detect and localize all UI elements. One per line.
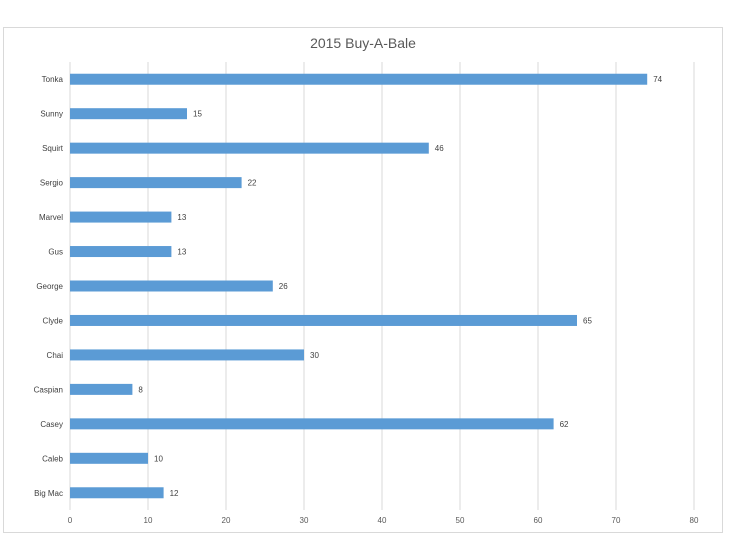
- bar-clyde: [70, 314, 577, 326]
- data-label-caspian: 8: [138, 385, 143, 394]
- category-label-tonka: Tonka: [42, 75, 64, 84]
- category-label-gus: Gus: [48, 248, 63, 257]
- x-tick-label-60: 60: [534, 516, 543, 525]
- bar-sunny: [70, 108, 187, 120]
- data-label-casey: 62: [560, 420, 569, 429]
- category-label-george: George: [36, 282, 63, 291]
- category-label-sunny: Sunny: [40, 110, 63, 119]
- category-label-squirt: Squirt: [42, 144, 64, 153]
- bar-casey: [70, 418, 554, 430]
- bar-gus: [70, 246, 172, 258]
- data-label-big-mac: 12: [170, 489, 179, 498]
- x-tick-label-0: 0: [68, 516, 73, 525]
- category-label-big-mac: Big Mac: [34, 489, 63, 498]
- bar-chai: [70, 349, 304, 361]
- bar-tonka: [70, 73, 648, 85]
- x-tick-label-40: 40: [378, 516, 387, 525]
- bar-sergio: [70, 177, 242, 189]
- bar-marvel: [70, 211, 172, 223]
- category-label-caspian: Caspian: [34, 385, 63, 394]
- data-label-squirt: 46: [435, 144, 444, 153]
- data-label-gus: 13: [177, 248, 186, 257]
- data-label-chai: 30: [310, 351, 319, 360]
- x-tick-label-20: 20: [222, 516, 231, 525]
- bar-squirt: [70, 142, 429, 154]
- data-label-caleb: 10: [154, 454, 163, 463]
- x-tick-label-10: 10: [144, 516, 153, 525]
- data-label-sergio: 22: [248, 179, 257, 188]
- data-label-marvel: 13: [177, 213, 186, 222]
- x-tick-label-70: 70: [612, 516, 621, 525]
- bar-caleb: [70, 452, 148, 464]
- bar-big-mac: [70, 487, 164, 499]
- bar-george: [70, 280, 273, 292]
- x-tick-label-80: 80: [690, 516, 699, 525]
- data-label-george: 26: [279, 282, 288, 291]
- chart-title: 2015 Buy-A-Bale: [310, 35, 416, 51]
- category-label-sergio: Sergio: [40, 179, 64, 188]
- category-label-casey: Casey: [40, 420, 63, 429]
- data-label-tonka: 74: [653, 75, 662, 84]
- data-label-clyde: 65: [583, 316, 592, 325]
- category-label-caleb: Caleb: [42, 454, 63, 463]
- x-tick-label-30: 30: [300, 516, 309, 525]
- bar-caspian: [70, 383, 133, 395]
- data-label-sunny: 15: [193, 110, 202, 119]
- category-label-marvel: Marvel: [39, 213, 63, 222]
- category-label-chai: Chai: [47, 351, 64, 360]
- x-tick-label-50: 50: [456, 516, 465, 525]
- category-label-clyde: Clyde: [43, 316, 64, 325]
